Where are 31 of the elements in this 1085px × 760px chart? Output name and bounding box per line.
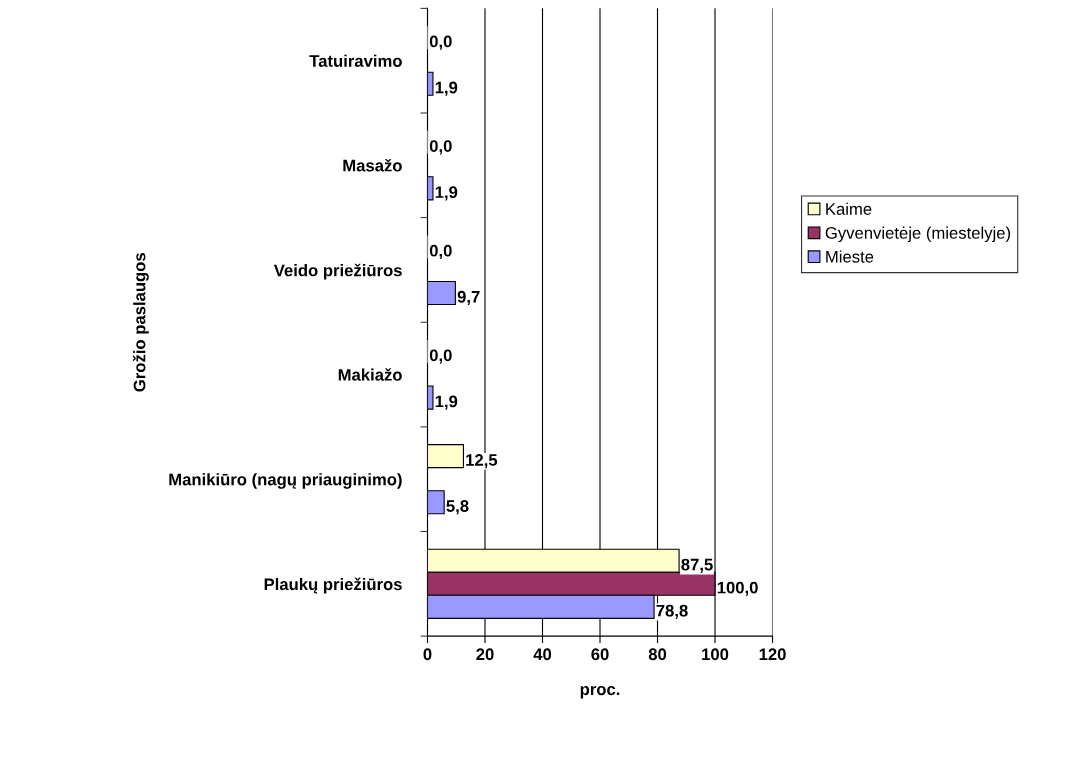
x-axis-title: proc. [580, 685, 620, 699]
y-tick-label: Veido priežiūros [273, 263, 402, 280]
data-label: 100,0 [717, 581, 758, 596]
data-label: 0,0 [429, 349, 452, 364]
x-tick-label: 120 [759, 648, 786, 661]
data-label: 1,9 [435, 186, 458, 201]
y-tick-label: Tatuiravimo [309, 54, 402, 67]
data-label: 1,9 [435, 81, 458, 96]
legend-label: Kaime [826, 202, 872, 215]
data-label: 5,8 [446, 500, 469, 515]
y-axis-title: Grožio paslaugos [132, 253, 149, 392]
data-label: 0,0 [429, 244, 452, 260]
x-tick-label: 80 [648, 648, 667, 661]
data-label: 12,5 [466, 454, 498, 469]
y-tick-label: Makiažo [338, 368, 402, 381]
data-label: 9,7 [457, 290, 480, 306]
data-label: 78,8 [656, 604, 688, 619]
x-tick-label: 0 [423, 648, 432, 661]
x-tick-label: 40 [533, 648, 552, 661]
legend-label: Gyvenvietėje (miestelyje) [825, 226, 1011, 243]
data-label: 0,0 [429, 140, 452, 155]
data-label: 87,5 [681, 558, 713, 573]
data-label: 1,9 [435, 395, 458, 410]
legend-label: Mieste [826, 250, 874, 263]
y-tick-label: Plaukų priežiūros [264, 577, 402, 594]
x-tick-label: 60 [591, 648, 609, 661]
data-label: 0,0 [429, 35, 452, 50]
y-tick-label: Masažo [343, 158, 402, 172]
x-tick-label: 20 [476, 648, 494, 661]
x-tick-label: 100 [702, 648, 729, 661]
y-tick-label: Manikiūro (nagų priauginimo) [169, 473, 402, 489]
